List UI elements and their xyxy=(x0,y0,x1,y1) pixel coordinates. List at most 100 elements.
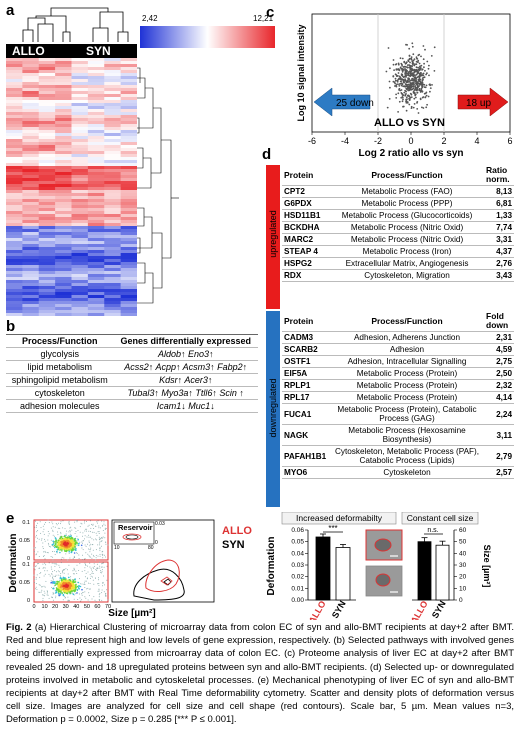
protein-row: STEAP 4 Metabolic Process (Iron) 4,37 xyxy=(282,245,514,258)
bar-category-label: SYN xyxy=(330,599,348,620)
protein-process: Metabolic Process (FAO) xyxy=(330,185,484,198)
density-point xyxy=(61,579,63,582)
density-point xyxy=(60,582,62,585)
scatter-point xyxy=(88,595,90,597)
heatmap-cell xyxy=(6,256,23,260)
scatter-point xyxy=(95,532,97,534)
volcano-point xyxy=(412,53,415,56)
protein-name: HSD11B1 xyxy=(282,209,330,222)
scatter-point xyxy=(73,598,75,600)
upregulated-label: upregulated xyxy=(268,210,278,258)
heatmap-cell xyxy=(104,79,121,83)
volcano-point xyxy=(419,97,422,100)
heatmap-cell xyxy=(87,253,105,257)
scatter-point xyxy=(43,590,45,592)
density-point xyxy=(79,585,82,588)
scatter-point xyxy=(107,544,109,546)
scatter-point xyxy=(46,552,48,553)
heatmap-cell xyxy=(38,160,56,164)
heatmap-cell xyxy=(87,94,105,98)
cyto-ytick-bottom: 0.1 xyxy=(22,562,30,568)
scatter-point xyxy=(62,571,63,573)
scatter-point xyxy=(98,525,100,527)
cyto-ytick-bottom: 0 xyxy=(27,598,30,604)
heatmap-cell xyxy=(87,211,105,215)
volcano-point xyxy=(423,92,426,95)
pathway-genes: Icam1↓ Muc1↓ xyxy=(113,399,258,413)
heatmap-cell xyxy=(55,292,72,296)
scatter-point xyxy=(51,596,53,598)
scatter-point xyxy=(34,526,36,528)
density-point xyxy=(71,538,74,540)
heatmap-cell xyxy=(87,163,105,167)
scatter-point xyxy=(88,548,89,550)
heatmap-cell xyxy=(71,151,89,155)
scatter-point xyxy=(51,573,53,575)
volcano-point xyxy=(401,96,404,99)
heatmap-cell xyxy=(104,166,121,170)
scatter-point xyxy=(50,546,52,548)
heatmap-cell xyxy=(6,241,23,245)
heatmap-cell xyxy=(120,76,137,80)
scatter-point xyxy=(67,600,69,602)
heatmap-cell xyxy=(87,67,105,71)
scatter-point xyxy=(88,582,89,584)
heatmap-cell xyxy=(22,64,40,68)
heatmap-cell xyxy=(38,94,56,98)
heatmap-cell xyxy=(55,115,72,119)
volcano-point xyxy=(430,55,433,57)
scatter-point xyxy=(64,596,66,597)
heatmap-cell xyxy=(55,97,72,101)
scatter-point xyxy=(84,591,86,593)
heatmap-cell xyxy=(38,130,56,134)
heatmap-cell xyxy=(87,265,105,269)
scatter-point xyxy=(34,569,36,571)
density-point xyxy=(63,589,66,591)
heatmap-cell xyxy=(22,139,40,143)
density-point xyxy=(55,591,58,594)
scatter-point xyxy=(84,576,86,578)
scatter-point xyxy=(44,586,46,588)
heatmap-cell xyxy=(22,217,40,221)
scatter-point xyxy=(35,565,37,567)
heatmap-cell xyxy=(6,193,23,197)
pathway-row: lipid metabolism Acss2↑ Acpp↑ Acsm3↑ Fabp… xyxy=(6,360,258,374)
volcano-point xyxy=(399,80,402,83)
heatmap-cell xyxy=(71,226,89,230)
volcano-point xyxy=(420,84,423,86)
scatter-point xyxy=(35,547,37,549)
scatter-point xyxy=(62,599,64,601)
density-point xyxy=(60,588,62,590)
heatmap-cell xyxy=(55,244,72,248)
scatter-point xyxy=(38,584,40,586)
scatter-point xyxy=(92,554,94,556)
scatter-point xyxy=(84,567,86,569)
heatmap-cell xyxy=(120,130,137,134)
scatter-point xyxy=(79,593,80,595)
scatter-point xyxy=(89,577,91,579)
heatmap-cell xyxy=(55,313,72,316)
scatter-point xyxy=(78,554,80,556)
volcano-point xyxy=(394,77,397,80)
volcano-point xyxy=(427,95,430,98)
scatter-point xyxy=(104,584,106,586)
scatter-point xyxy=(96,570,98,571)
scatter-point xyxy=(106,565,108,567)
scatter-point xyxy=(88,530,90,532)
heatmap-cell xyxy=(87,136,105,140)
heatmap-cell xyxy=(38,289,56,293)
heatmap-cell xyxy=(104,97,121,101)
scatter-point xyxy=(100,527,102,529)
scatter-point xyxy=(44,540,46,542)
volcano-point xyxy=(398,83,400,86)
cyto-xtick: 50 xyxy=(84,604,90,610)
heatmap-cell xyxy=(104,235,121,239)
heatmap-cell xyxy=(22,145,40,149)
heatmap-cell xyxy=(120,217,137,221)
volcano-point xyxy=(415,77,418,80)
heatmap-cell xyxy=(104,82,121,86)
heatmap-cell xyxy=(6,295,23,299)
heatmap-cell xyxy=(22,181,40,185)
heatmap-cell xyxy=(71,292,89,296)
volcano-point xyxy=(422,76,425,79)
